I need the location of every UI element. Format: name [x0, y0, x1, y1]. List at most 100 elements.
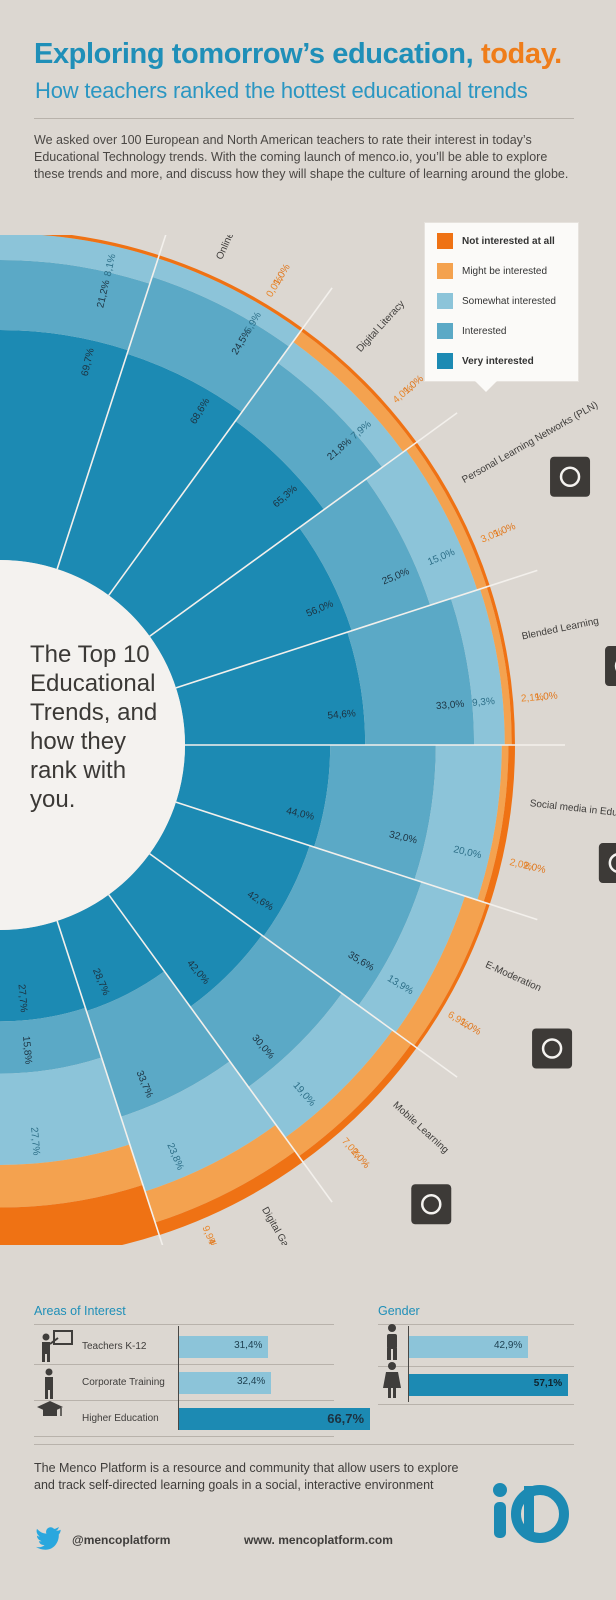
data-label: 9,3% [472, 696, 496, 709]
area-label: Corporate Training [82, 1377, 165, 1388]
teacher-icon [42, 1330, 73, 1362]
network-bulb-icon [550, 456, 591, 497]
segment-not [413, 903, 490, 1048]
area-bar: 66,7% [178, 1408, 371, 1430]
segment-not [0, 1184, 160, 1245]
segment-might [405, 444, 487, 590]
segment-might [285, 1030, 412, 1157]
segment-divider [149, 853, 458, 1078]
segment-divider [56, 235, 167, 570]
segment-divider [175, 569, 538, 689]
divider [378, 1324, 574, 1325]
legend-item: Not interested at all [437, 233, 555, 249]
category-label: Social media in Education [529, 798, 616, 822]
segment-might [395, 896, 487, 1046]
twitter-bird-icon[interactable] [36, 1526, 64, 1550]
legend-swatch-very [437, 353, 453, 369]
segment-somewhat [152, 258, 301, 347]
data-label: 1,0% [272, 262, 293, 287]
segment-very [57, 353, 242, 596]
legend-swatch-interested [437, 323, 453, 339]
category-label: Online Educational Resources [214, 235, 279, 262]
legend-label: Might be interested [462, 265, 548, 277]
twitter-handle[interactable]: @mencoplatform [72, 1533, 171, 1547]
category-label: Mobile Learning [390, 1100, 450, 1156]
divider [378, 1404, 574, 1405]
center-disc [0, 560, 185, 930]
radial-chart: 69,7%21,2%8,1%0,0%1,0%Web-based Tools fo… [0, 235, 616, 1245]
segment-very [149, 802, 310, 937]
divider [34, 118, 574, 119]
area-value: 66,7% [327, 1411, 365, 1426]
page-subtitle: How teachers ranked the hottest educatio… [35, 78, 528, 103]
female-icon [383, 1362, 401, 1398]
data-label: 15,8% [20, 1036, 33, 1065]
gender-bar: 42,9% [408, 1336, 529, 1358]
legend-label: Very interested [462, 355, 534, 367]
segment-somewhat [0, 235, 159, 284]
legend: Not interested at all Might be intereste… [425, 223, 578, 381]
data-label: 27,7% [15, 984, 28, 1013]
segment-interested [0, 260, 150, 351]
segment-divider [108, 894, 333, 1203]
gender-value: 57,1% [533, 1378, 563, 1389]
segment-somewhat [414, 745, 502, 901]
segment-very [108, 420, 325, 637]
blackboard-icon [605, 646, 616, 687]
area-label: Teachers K-12 [82, 1341, 147, 1352]
segment-not [413, 442, 490, 587]
data-label: 1,0% [492, 521, 517, 540]
segment-divider [56, 920, 164, 1245]
gender-bar: 57,1% [408, 1374, 569, 1396]
category-label: Digital Literacy [355, 299, 407, 355]
chart-center-caption: The Top 10 Educational Trends, and how t… [30, 641, 158, 813]
segment-interested [190, 935, 342, 1087]
page-title: Exploring tomorrow’s education, today. [34, 38, 562, 71]
segment-divider [175, 801, 538, 921]
segment-somewhat [450, 589, 505, 745]
area-value: 31,4% [234, 1340, 263, 1351]
segment-not [483, 745, 515, 905]
legend-swatch-not-interested [437, 233, 453, 249]
book-reader-icon [598, 843, 616, 884]
businessman-icon [45, 1368, 53, 1399]
segment-somewhat [277, 341, 404, 468]
segment-might [0, 1144, 143, 1208]
axis-line [178, 1326, 179, 1430]
area-bar: 32,4% [178, 1372, 272, 1394]
mobile-phone-icon [411, 1184, 452, 1225]
footer-text: The Menco Platform is a resource and com… [34, 1461, 459, 1492]
data-label: 2,1% [521, 692, 545, 705]
data-label: 0,0% [112, 235, 128, 237]
segment-interested [127, 276, 290, 413]
areas-heading: Areas of Interest [34, 1304, 126, 1318]
segment-divider [108, 287, 333, 596]
area-value: 32,4% [236, 1376, 266, 1387]
segment-very [175, 632, 366, 745]
legend-item: Very interested [437, 353, 534, 369]
data-label: 1,0% [534, 690, 558, 703]
segment-somewhat [0, 1057, 130, 1165]
website-link[interactable]: www. mencoplatform.com [244, 1533, 393, 1547]
segment-very [0, 920, 86, 1022]
data-label: 1,0% [402, 373, 426, 396]
segment-somewhat [248, 993, 393, 1138]
segment-very [149, 527, 352, 688]
legend-swatch-might [437, 263, 453, 279]
segment-divider [149, 412, 458, 637]
category-label: E-Moderation [483, 959, 542, 994]
axis-line [408, 1326, 409, 1402]
data-label: 2,0% [348, 1147, 371, 1171]
segment-might [477, 745, 509, 903]
divider [34, 1444, 574, 1445]
graduation-cap-icon [37, 1401, 63, 1416]
divider [34, 1324, 334, 1325]
segment-not [158, 255, 303, 332]
legend-item: Somewhat interested [437, 293, 556, 309]
segment-very [57, 894, 165, 1012]
data-label: 4,0% [205, 1237, 224, 1245]
at-sign-icon [532, 1028, 573, 1069]
legend-item: Might be interested [437, 263, 547, 279]
segment-somewhat [358, 881, 466, 1033]
segment-very [108, 853, 262, 1007]
